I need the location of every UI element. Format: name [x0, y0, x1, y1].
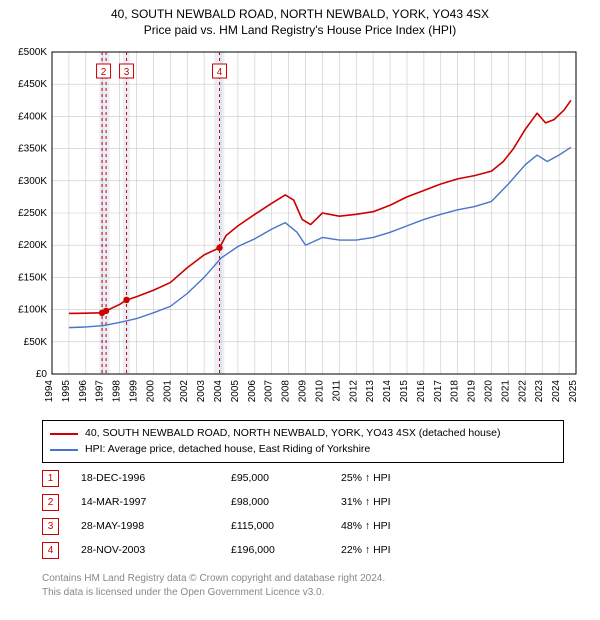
svg-text:2022: 2022 — [517, 380, 528, 403]
svg-text:£200K: £200K — [18, 240, 47, 251]
sale-vs-hpi: 31% ↑ HPI — [341, 496, 461, 508]
legend-swatch-hpi — [50, 449, 78, 451]
svg-text:£500K: £500K — [18, 47, 47, 58]
legend-label-property: 40, SOUTH NEWBALD ROAD, NORTH NEWBALD, Y… — [85, 426, 500, 442]
svg-text:2007: 2007 — [264, 380, 275, 403]
sale-row: 3 28-MAY-1998£115,00048% ↑ HPI — [42, 514, 461, 538]
svg-text:4: 4 — [217, 67, 223, 78]
sale-date: 28-NOV-2003 — [81, 544, 231, 556]
svg-text:2021: 2021 — [500, 380, 511, 403]
sale-price: £196,000 — [231, 544, 341, 556]
svg-text:1997: 1997 — [95, 380, 106, 403]
svg-text:2014: 2014 — [382, 380, 393, 403]
sale-row: 4 28-NOV-2003£196,00022% ↑ HPI — [42, 538, 461, 562]
svg-text:2003: 2003 — [196, 380, 207, 403]
footer-attribution: Contains HM Land Registry data © Crown c… — [42, 572, 385, 599]
legend-swatch-property — [50, 433, 78, 435]
sale-vs-hpi: 48% ↑ HPI — [341, 520, 461, 532]
svg-text:1996: 1996 — [78, 380, 89, 403]
svg-text:£0: £0 — [36, 369, 48, 380]
title-line1: 40, SOUTH NEWBALD ROAD, NORTH NEWBALD, Y… — [0, 6, 600, 22]
svg-text:2023: 2023 — [534, 380, 545, 403]
svg-text:2015: 2015 — [399, 380, 410, 403]
legend: 40, SOUTH NEWBALD ROAD, NORTH NEWBALD, Y… — [42, 420, 564, 463]
svg-text:1999: 1999 — [129, 380, 140, 403]
svg-text:2018: 2018 — [450, 380, 461, 403]
svg-text:3: 3 — [124, 67, 130, 78]
svg-text:2006: 2006 — [247, 380, 258, 403]
svg-text:2004: 2004 — [213, 380, 224, 403]
legend-label-hpi: HPI: Average price, detached house, East… — [85, 442, 370, 458]
sales-table: 1 18-DEC-1996£95,00025% ↑ HPI 2 14-MAR-1997… — [42, 466, 461, 562]
title-line2: Price paid vs. HM Land Registry's House … — [0, 22, 600, 38]
svg-text:2002: 2002 — [179, 380, 190, 403]
sale-index-box: 4 — [42, 542, 59, 559]
sale-index-box: 2 — [42, 494, 59, 511]
legend-item-property: 40, SOUTH NEWBALD ROAD, NORTH NEWBALD, Y… — [50, 426, 556, 442]
svg-text:£150K: £150K — [18, 272, 47, 283]
svg-text:2011: 2011 — [331, 380, 342, 402]
svg-text:2019: 2019 — [467, 380, 478, 403]
sale-price: £98,000 — [231, 496, 341, 508]
sale-vs-hpi: 22% ↑ HPI — [341, 544, 461, 556]
svg-text:£450K: £450K — [18, 79, 47, 90]
sale-vs-hpi: 25% ↑ HPI — [341, 472, 461, 484]
svg-text:1998: 1998 — [112, 380, 123, 403]
sale-date: 28-MAY-1998 — [81, 520, 231, 532]
svg-text:£250K: £250K — [18, 208, 47, 219]
line-chart: £0 £50K £100K £150K £200K £250K £300K £350K £400… — [10, 46, 590, 406]
svg-text:2012: 2012 — [348, 380, 359, 403]
svg-text:£50K: £50K — [24, 337, 48, 348]
svg-text:2: 2 — [101, 67, 107, 78]
svg-text:£400K: £400K — [18, 111, 47, 122]
svg-text:£100K: £100K — [18, 305, 47, 316]
sale-index-box: 1 — [42, 470, 59, 487]
legend-item-hpi: HPI: Average price, detached house, East… — [50, 442, 556, 458]
svg-text:2020: 2020 — [483, 380, 494, 403]
sale-date: 18-DEC-1996 — [81, 472, 231, 484]
sale-date: 14-MAR-1997 — [81, 496, 231, 508]
sale-index-box: 3 — [42, 518, 59, 535]
svg-text:£300K: £300K — [18, 176, 47, 187]
footer-line1: Contains HM Land Registry data © Crown c… — [42, 572, 385, 586]
svg-text:2024: 2024 — [551, 380, 562, 403]
svg-text:2010: 2010 — [314, 380, 325, 403]
sale-row: 1 18-DEC-1996£95,00025% ↑ HPI — [42, 466, 461, 490]
svg-text:2016: 2016 — [416, 380, 427, 403]
svg-text:2017: 2017 — [433, 380, 444, 403]
svg-text:2009: 2009 — [298, 380, 309, 403]
chart-area: £0 £50K £100K £150K £200K £250K £300K £350K £400… — [10, 46, 590, 406]
sale-price: £95,000 — [231, 472, 341, 484]
chart-page: { "title_line1": "40, SOUTH NEWBALD ROAD… — [0, 0, 600, 620]
svg-text:2025: 2025 — [568, 380, 579, 403]
svg-text:2013: 2013 — [365, 380, 376, 403]
svg-text:2001: 2001 — [162, 380, 173, 403]
footer-line2: This data is licensed under the Open Gov… — [42, 586, 385, 600]
svg-text:£350K: £350K — [18, 144, 47, 155]
chart-title: 40, SOUTH NEWBALD ROAD, NORTH NEWBALD, Y… — [0, 0, 600, 38]
svg-text:2000: 2000 — [145, 380, 156, 403]
sale-price: £115,000 — [231, 520, 341, 532]
sale-row: 2 14-MAR-1997£98,00031% ↑ HPI — [42, 490, 461, 514]
svg-text:1994: 1994 — [44, 380, 55, 403]
svg-text:1995: 1995 — [61, 380, 72, 403]
svg-text:2005: 2005 — [230, 380, 241, 403]
svg-text:2008: 2008 — [281, 380, 292, 403]
